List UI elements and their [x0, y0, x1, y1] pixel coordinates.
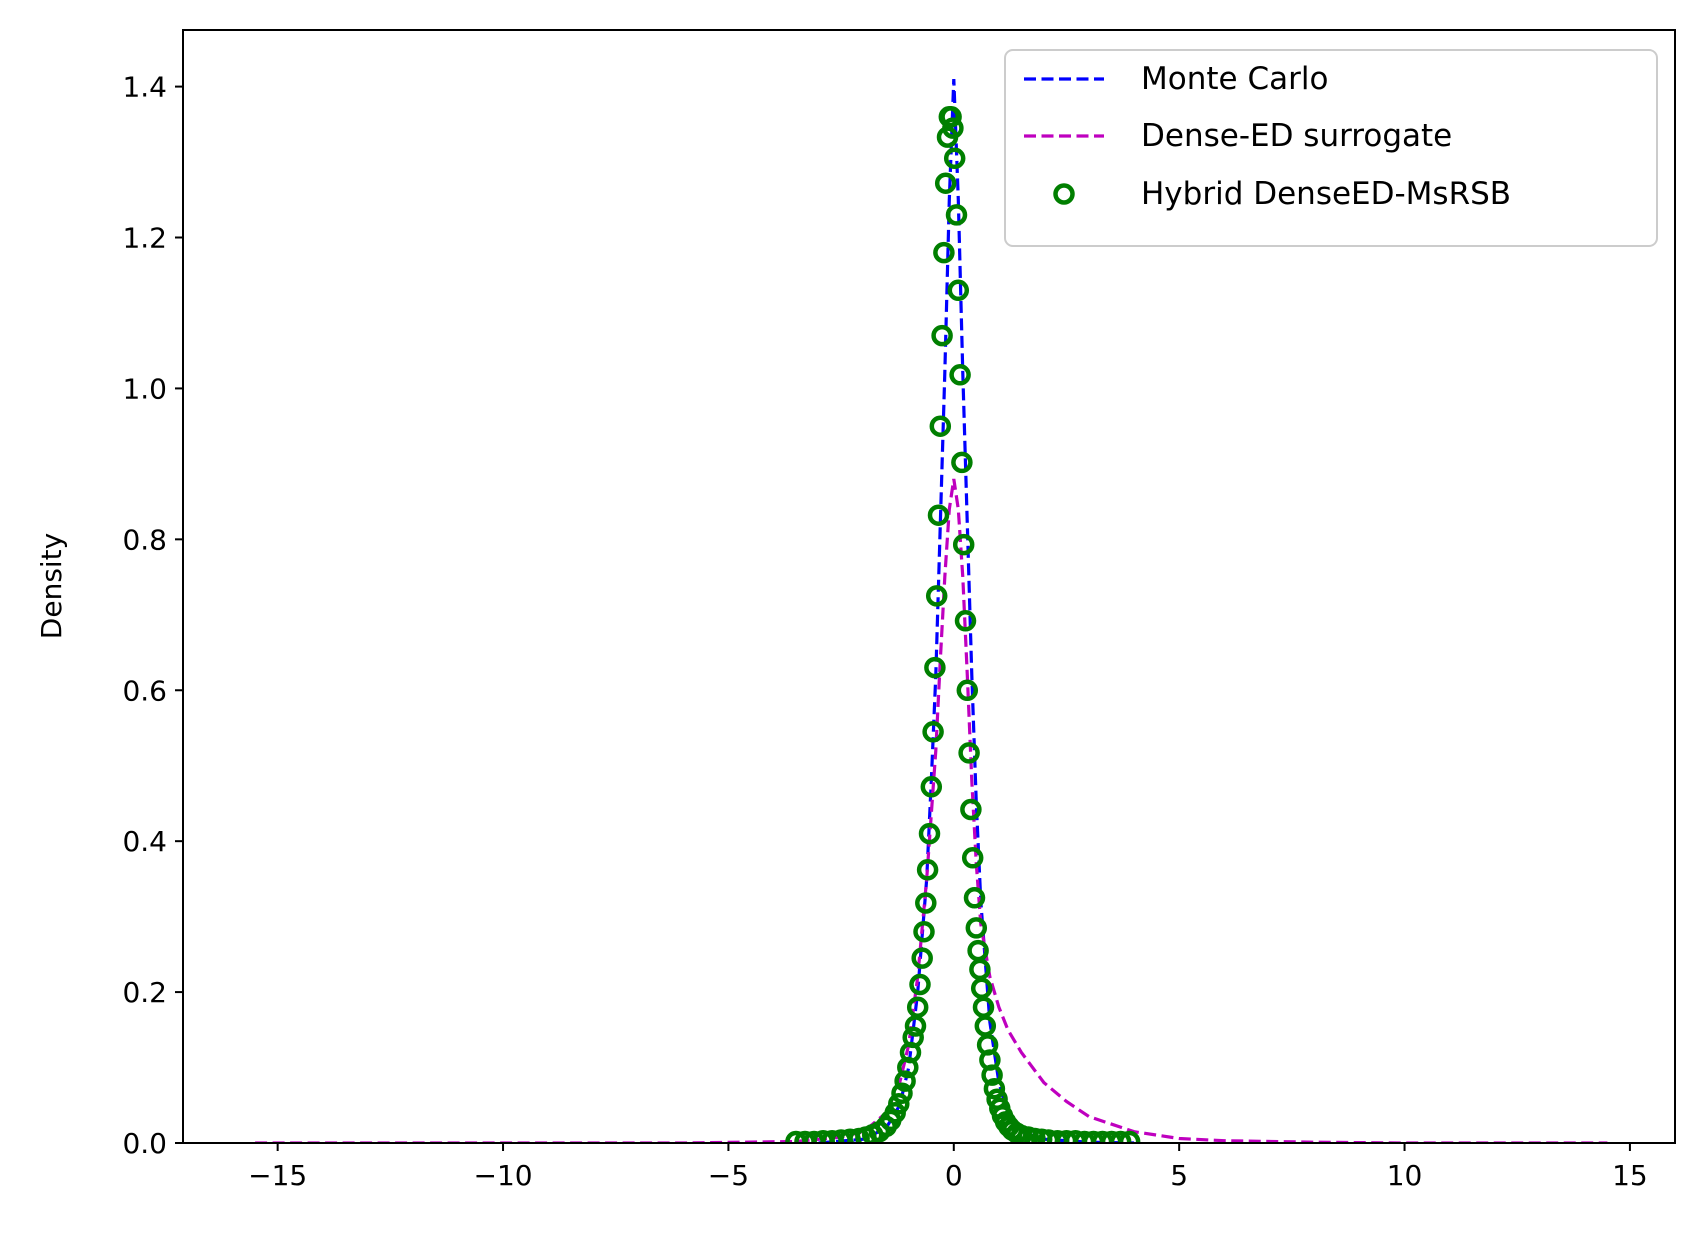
hybrid-data-point: [915, 892, 937, 914]
hybrid-data-point: [981, 1064, 1003, 1086]
hybrid-data-point: [954, 610, 977, 632]
hybrid-data-point: [952, 533, 975, 556]
hybrid-data-point: [965, 917, 988, 939]
hybrid-data-point: [961, 847, 984, 869]
hybrid-data-point: [942, 117, 964, 139]
x-axis: −15 −10 −5 0 5 10 15: [248, 1143, 1648, 1192]
legend-swatch-hybrid: [1053, 183, 1075, 205]
hybrid-data-point: [918, 822, 941, 845]
hybrid-data-point: [902, 1026, 924, 1049]
hybrid-data-point: [888, 1093, 910, 1115]
x-tick-label: 10: [1387, 1159, 1423, 1192]
hybrid-data-point: [920, 776, 943, 798]
y-tick-label: 0.4: [122, 825, 167, 858]
legend-label: Hybrid DenseED-MsRSB: [1141, 176, 1511, 212]
hybrid-data-point: [1010, 1124, 1033, 1143]
y-tick-label: 1.4: [122, 71, 167, 104]
hybrid-data-point: [963, 887, 986, 909]
hybrid-data-point: [1118, 1130, 1141, 1143]
legend-label: Dense-ED surrogate: [1141, 118, 1452, 154]
hybrid-data-point: [911, 947, 933, 969]
x-tick-label: −5: [708, 1159, 749, 1192]
hybrid-data-point: [1017, 1126, 1039, 1143]
y-axis: 0.0 0.2 0.4 0.6 0.8 1.0 1.2 1.4: [122, 71, 183, 1160]
y-tick-label: 0.0: [122, 1127, 167, 1160]
y-axis-title: Density: [35, 533, 68, 639]
x-tick-label: −10: [473, 1159, 532, 1192]
hybrid-data-point: [913, 920, 935, 943]
hybrid-data-point: [951, 451, 973, 474]
hybrid-data-point: [906, 996, 929, 1018]
hybrid-data-point: [922, 721, 944, 743]
hybrid-data-point: [934, 172, 957, 194]
hybrid-data-point: [925, 585, 948, 607]
hybrid-data-point: [983, 1077, 1006, 1100]
hybrid-data-point: [960, 798, 982, 821]
hybrid-data-point: [891, 1082, 913, 1104]
hybrid-data-point: [943, 147, 966, 170]
x-tick-label: 5: [1170, 1159, 1188, 1192]
legend: Monte Carlo Dense-ED surrogate Hybrid Dens…: [1004, 49, 1658, 247]
y-tick-label: 0.2: [122, 976, 167, 1009]
hybrid-data-point: [1024, 1127, 1046, 1143]
plot-frame: [182, 29, 1676, 1144]
hybrid-data-point: [940, 106, 962, 128]
series-layer: [255, 78, 1608, 1143]
x-tick-label: 15: [1612, 1159, 1648, 1192]
hybrid-data-point: [916, 859, 939, 881]
x-tick-label: 0: [945, 1159, 963, 1192]
hybrid-data-point: [909, 973, 931, 996]
hybrid-data-point: [924, 656, 946, 679]
hybrid-data-point: [931, 324, 953, 347]
hybrid-data-point: [929, 415, 952, 437]
y-tick-label: 1.0: [122, 372, 167, 405]
y-tick-label: 1.2: [122, 222, 167, 255]
hybrid-data-point: [894, 1070, 916, 1092]
y-tick-label: 0.6: [122, 674, 167, 707]
hybrid-data-point: [1109, 1130, 1132, 1143]
hybrid-data-point: [956, 679, 979, 702]
hybrid-data-point: [927, 504, 950, 526]
legend-label: Monte Carlo: [1141, 61, 1328, 97]
hybrid-data-point: [933, 241, 955, 264]
y-tick-label: 0.8: [122, 523, 167, 556]
hybrid-data-point: [947, 279, 970, 302]
legend-box: [1004, 49, 1658, 247]
hybrid-data-point: [949, 364, 971, 386]
hybrid-data-point: [945, 204, 968, 226]
hybrid-data-point: [958, 742, 980, 764]
x-tick-label: −15: [248, 1159, 307, 1192]
